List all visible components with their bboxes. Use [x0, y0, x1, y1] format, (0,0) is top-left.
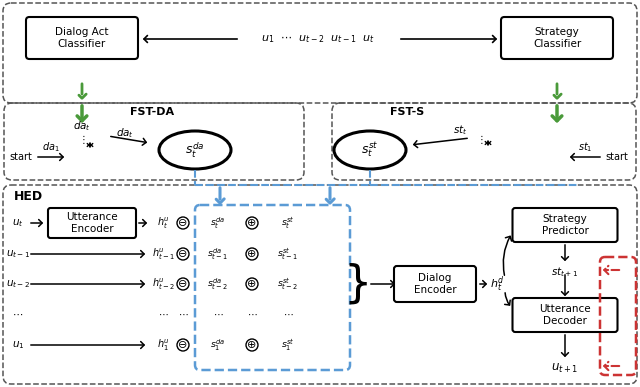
Text: $\vdots$: $\vdots$	[78, 134, 86, 147]
Text: $s_1^{da}$: $s_1^{da}$	[211, 337, 226, 353]
Text: FST-DA: FST-DA	[130, 107, 174, 117]
Text: $h_1^u$: $h_1^u$	[157, 337, 170, 353]
Text: $da_t$: $da_t$	[73, 119, 91, 133]
Text: Utterance
Encoder: Utterance Encoder	[66, 212, 118, 234]
Text: $u_1$  $\cdots$  $u_{t-2}$  $u_{t-1}$  $u_t$: $u_1$ $\cdots$ $u_{t-2}$ $u_{t-1}$ $u_t$	[261, 33, 375, 45]
Text: ⊕: ⊕	[247, 340, 257, 350]
Text: $h_{t-2}^u$: $h_{t-2}^u$	[152, 276, 174, 292]
FancyBboxPatch shape	[48, 208, 136, 238]
Text: $u_{t+1}$: $u_{t+1}$	[552, 361, 579, 375]
Text: $s_t^{da}$: $s_t^{da}$	[186, 140, 205, 160]
Text: FST-S: FST-S	[390, 107, 424, 117]
Text: $s_{t-2}^{da}$: $s_{t-2}^{da}$	[207, 276, 228, 291]
Text: $\vdots$: $\vdots$	[476, 134, 484, 147]
Text: $u_t$: $u_t$	[12, 217, 24, 229]
Text: ⊕: ⊕	[247, 249, 257, 259]
Text: $h_t^u$: $h_t^u$	[157, 215, 170, 231]
Text: Dialog Act
Classifier: Dialog Act Classifier	[55, 27, 109, 49]
Text: $s_t^{da}$: $s_t^{da}$	[211, 216, 226, 231]
Text: Utterance
Decoder: Utterance Decoder	[539, 304, 591, 326]
Text: ⊖: ⊖	[179, 249, 188, 259]
Text: $\cdots$: $\cdots$	[283, 309, 293, 319]
FancyBboxPatch shape	[513, 298, 618, 332]
Text: $\cdots$: $\cdots$	[178, 309, 188, 319]
Text: }: }	[344, 262, 372, 305]
Text: ⊕: ⊕	[247, 279, 257, 289]
Text: $s_t^{st}$: $s_t^{st}$	[362, 140, 379, 159]
Text: $st_t$: $st_t$	[452, 123, 467, 137]
Text: ⊖: ⊖	[179, 279, 188, 289]
Text: Dialog
Encoder: Dialog Encoder	[413, 273, 456, 295]
Text: HED: HED	[14, 190, 43, 202]
FancyBboxPatch shape	[394, 266, 476, 302]
Text: $st_{t+1}$: $st_{t+1}$	[552, 265, 579, 279]
Text: start: start	[605, 152, 628, 162]
Text: $h_{t-1}^u$: $h_{t-1}^u$	[152, 246, 175, 262]
Text: $st_1$: $st_1$	[578, 140, 592, 154]
Text: $u_1$: $u_1$	[12, 339, 24, 351]
Text: $\cdots$: $\cdots$	[12, 309, 24, 319]
Text: start: start	[9, 152, 32, 162]
Text: ⊖: ⊖	[179, 218, 188, 228]
Text: ⊕: ⊕	[247, 218, 257, 228]
Text: $h_t^d$: $h_t^d$	[490, 274, 504, 294]
Text: $\cdots$: $\cdots$	[157, 309, 168, 319]
FancyBboxPatch shape	[26, 17, 138, 59]
Text: $s_t^{st}$: $s_t^{st}$	[281, 215, 295, 231]
Text: $s_{t-1}^{st}$: $s_{t-1}^{st}$	[277, 246, 299, 262]
Text: Strategy
Classifier: Strategy Classifier	[533, 27, 581, 49]
Text: $\cdots$: $\cdots$	[246, 309, 257, 319]
Text: $u_{t-2}$: $u_{t-2}$	[6, 278, 30, 290]
Text: $da_1$: $da_1$	[42, 140, 60, 154]
Text: $da_t$: $da_t$	[116, 126, 134, 140]
Text: $s_1^{st}$: $s_1^{st}$	[281, 337, 295, 353]
FancyBboxPatch shape	[501, 17, 613, 59]
Text: $u_{t-1}$: $u_{t-1}$	[6, 248, 30, 260]
Text: Strategy
Predictor: Strategy Predictor	[541, 214, 588, 236]
Text: $s_{t-1}^{da}$: $s_{t-1}^{da}$	[207, 247, 228, 262]
Ellipse shape	[334, 131, 406, 169]
Ellipse shape	[159, 131, 231, 169]
Text: $\cdots$: $\cdots$	[212, 309, 223, 319]
Text: $s_{t-2}^{st}$: $s_{t-2}^{st}$	[277, 276, 299, 292]
Text: ⊖: ⊖	[179, 340, 188, 350]
FancyBboxPatch shape	[513, 208, 618, 242]
